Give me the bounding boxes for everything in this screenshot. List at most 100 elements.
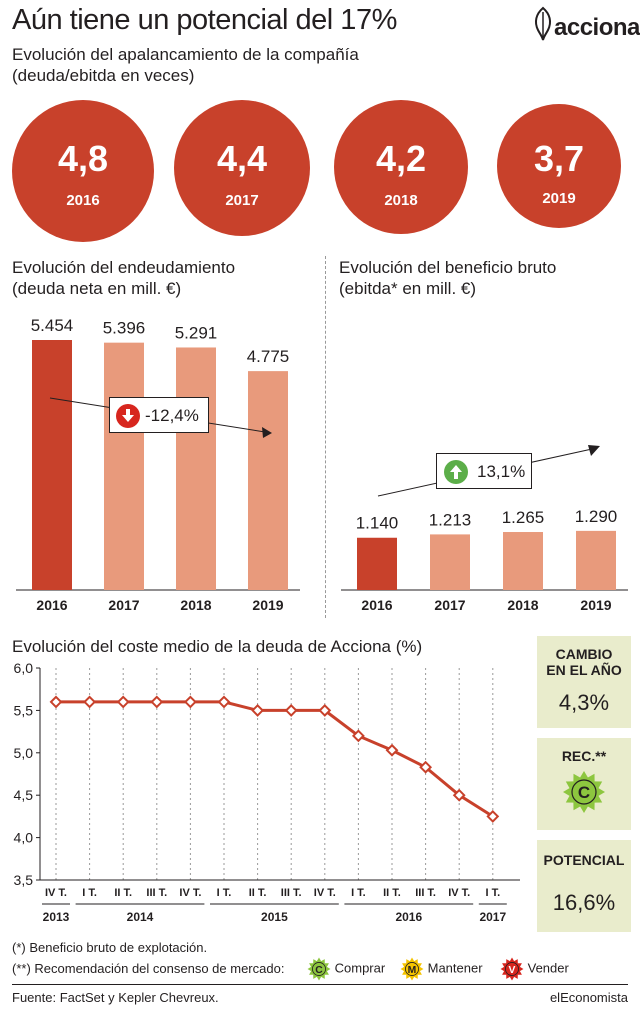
year-label: 2014 [127,910,154,924]
bar-category-label: 2018 [180,597,211,613]
bar-2018 [503,532,543,590]
cost-points [49,695,500,823]
leverage-value: 4,8 [57,138,109,179]
quarter-label: IV T. [45,887,67,899]
quarter-label: II T. [249,887,267,899]
quarter-label: IV T. [448,887,470,899]
quarter-label: III T. [415,887,436,899]
footnote-recommendation: (**) Recomendación del consenso de merca… [12,961,285,976]
y-tick-label: 6,0 [14,660,34,676]
y-tick-label: 3,5 [14,872,34,888]
y-tick-label: 5,5 [14,702,34,718]
quarter-label: II T. [114,887,132,899]
cost-point [486,809,500,823]
leverage-year: 2018 [384,192,418,209]
cost-grid [39,668,520,881]
buy-badge-icon: C [307,957,331,981]
cost-y-ticks: 6,0 5,5 5,0 4,5 4,0 3,5 [14,660,40,888]
quarter-label: IV T. [314,887,336,899]
bar-category-label: 2019 [580,597,611,613]
bar-category-label: 2016 [361,597,392,613]
bar-2016 [32,340,72,590]
change-box: CAMBIO EN EL AÑO 4,3% [537,636,631,728]
hold-badge-icon: M [400,957,424,981]
leverage-value: 3,7 [533,138,585,179]
year-label: 2017 [479,910,506,924]
bar-2017 [430,534,470,590]
buy-badge-letter: C [315,965,323,976]
cost-point [217,695,231,709]
legend-sell: V Vender [500,957,569,981]
year-label: 2015 [261,910,288,924]
y-tick-label: 4,5 [14,787,34,803]
ebitda-change-value: 13,1% [477,462,526,481]
bar-category-label: 2017 [108,597,139,613]
quarter-label: I T. [485,887,500,899]
debt-change-value: -12,4% [145,406,199,425]
buy-badge-icon: C [563,771,605,813]
bar-value-label: 1.290 [575,507,618,526]
brand-name: elEconomista [549,990,628,1005]
leverage-year: 2016 [66,192,100,209]
sell-badge-icon: V [500,957,524,981]
quarter-label: I T. [351,887,366,899]
quarter-label: III T. [281,887,302,899]
cost-point [351,729,365,743]
potential-value: 16,6% [552,890,616,915]
cost-point [419,760,433,774]
leverage-circle-2018: 4,2 2018 [334,100,468,234]
quarter-label: I T. [217,887,232,899]
year-label: 2016 [395,910,422,924]
cost-point [318,703,332,717]
ebitda-title-unit: (ebitda* en mill. €) [339,279,477,298]
cost-point [183,695,197,709]
up-arrow-icon [444,460,468,484]
ebitda-change-badge: 13,1% [436,453,532,489]
leverage-circle-2016: 4,8 2016 [12,100,154,242]
ebitda-bar-chart: 1.140 2016 1.213 2017 1.265 2018 1.290 2019 [341,507,628,613]
bar-2019 [576,530,616,590]
bar-category-label: 2017 [434,597,465,613]
cost-line [56,700,494,818]
potential-box: POTENCIAL 16,6% [537,840,631,932]
cost-point [116,695,130,709]
legend-buy-label: Comprar [334,960,386,976]
quarter-label: I T. [82,887,97,899]
bar-value-label: 1.265 [502,508,545,527]
leverage-year: 2019 [542,190,576,207]
leverage-circle-2019: 3,7 2019 [497,104,621,228]
cost-point [150,695,164,709]
cost-point [83,695,97,709]
year-label: 2013 [43,910,70,924]
leaf-icon [534,6,552,41]
source-note: Fuente: FactSet y Kepler Chevreux. [12,990,219,1005]
legend-hold: M Mantener [400,957,483,981]
ebitda-title: Evolución del beneficio bruto [339,258,557,277]
legend-hold-label: Mantener [427,960,483,976]
change-value: 4,3% [558,690,610,715]
footnote-ebitda: (*) Beneficio bruto de explotación. [12,940,208,955]
cost-point [251,703,265,717]
cost-point [284,703,298,717]
sell-badge-letter: V [509,965,516,976]
leverage-value: 4,4 [216,138,268,179]
rec-box: REC.** C [537,738,631,830]
debt-title: Evolución del endeudamiento [12,258,236,277]
cost-line-chart: 6,0 5,5 5,0 4,5 4,0 3,5 IV T. I T. II T. III T. I… [14,660,520,924]
cost-point [385,743,399,757]
bar-category-label: 2016 [36,597,67,613]
down-arrow-icon [116,404,140,428]
leverage-subtitle-unit: (deuda/ebitda en veces) [12,66,195,85]
quarter-label: III T. [146,887,167,899]
y-tick-label: 5,0 [14,745,34,761]
page-title: Aún tiene un potencial del 17% [12,4,397,36]
debt-title-unit: (deuda neta en mill. €) [12,279,182,298]
y-tick-label: 4,0 [14,830,34,846]
bar-value-label: 5.291 [175,323,218,342]
bar-value-label: 1.140 [356,514,399,533]
rec-badge-letter: C [578,783,590,802]
quarter-label: II T. [383,887,401,899]
quarter-label: IV T. [179,887,201,899]
potential-label: POTENCIAL [543,852,625,868]
section-divider [325,256,326,618]
